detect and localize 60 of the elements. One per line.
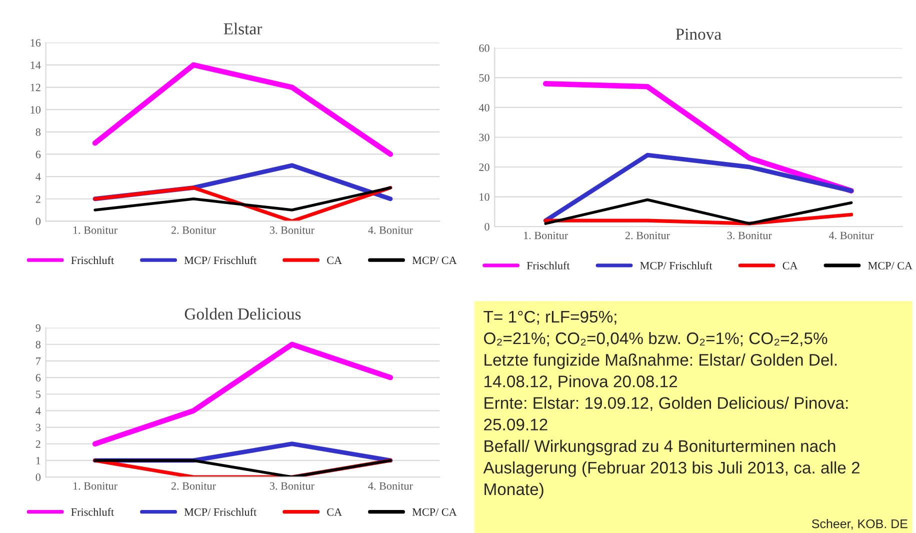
y-tick-label: 1 bbox=[36, 456, 40, 464]
x-tick-label: 4. Bonitur bbox=[828, 232, 874, 240]
y-tick-label: 50 bbox=[479, 74, 490, 82]
chart-title: Golden Delicious bbox=[184, 308, 301, 320]
y-tick-label: 40 bbox=[478, 104, 490, 112]
y-tick-label: 30 bbox=[479, 134, 490, 142]
y-tick-label: 3 bbox=[36, 424, 41, 432]
x-tick-label: 3. Bonitur bbox=[727, 232, 772, 240]
text: Scheer, KOB. DE bbox=[812, 519, 908, 530]
legend-label: CA bbox=[327, 508, 342, 516]
y-tick-label: 9 bbox=[36, 324, 40, 332]
legend-label: Frischluft bbox=[71, 508, 114, 516]
text: Letzte fungizide Maßnahme: Elstar/ Golden Del. 14.08.12, Pinova 20.08.12 bbox=[484, 354, 837, 390]
x-tick-label: 3. Bonitur bbox=[270, 226, 314, 234]
chart-title: Elstar bbox=[224, 22, 262, 34]
y-tick-label: 2 bbox=[36, 195, 40, 203]
y-tick-label: 6 bbox=[36, 150, 41, 158]
y-tick-label: 10 bbox=[480, 193, 490, 201]
y-tick-label: 7 bbox=[36, 358, 41, 365]
legend-label: CA bbox=[782, 262, 798, 270]
legend-label: MCP/ CA bbox=[868, 262, 912, 270]
y-tick-label: 16 bbox=[30, 39, 41, 47]
legend-label: MCP/ CA bbox=[412, 508, 457, 516]
y-tick-label: 20 bbox=[479, 163, 490, 171]
x-tick-label: 2. Bonitur bbox=[171, 226, 216, 234]
text: O₂=21%; CO₂=0,04% bzw. O₂=1%; CO₂=2,5% bbox=[484, 332, 828, 346]
y-tick-label: 60 bbox=[479, 44, 490, 52]
y-tick-label: 0 bbox=[36, 474, 41, 481]
legend-label: MCP/ Frischluft bbox=[184, 508, 257, 516]
legend-label: MCP/ Frischluft bbox=[184, 256, 257, 264]
legend-label: CA bbox=[327, 256, 342, 264]
y-tick-label: 10 bbox=[30, 106, 41, 114]
x-tick-label: 2. Bonitur bbox=[171, 482, 216, 490]
y-tick-label: 14 bbox=[30, 61, 41, 69]
y-tick-label: 12 bbox=[30, 84, 40, 92]
y-tick-label: 8 bbox=[36, 340, 41, 348]
x-tick-label: 1. Bonitur bbox=[524, 232, 568, 240]
legend-label: Frischluft bbox=[71, 256, 114, 264]
text: Ernte: Elstar: 19.09.12, Golden Delicious/ Pinova: 25.09.12 bbox=[484, 396, 848, 430]
x-tick-label: 4. Bonitur bbox=[368, 226, 413, 234]
legend-label: Frischluft bbox=[526, 261, 570, 270]
text: T= 1°C; rLF=95%; bbox=[484, 310, 616, 325]
line-series bbox=[543, 152, 854, 223]
legend-label: MCP/ CA bbox=[412, 256, 457, 264]
chart-title: Pinova bbox=[676, 28, 722, 40]
y-tick-label: 2 bbox=[36, 440, 40, 448]
text: Befall/ Wirkungsgrad zu 4 Boniturterminen nach Auslagerung (Februar 2013 bis Juli 2013, ca. alle 2 Monate) bbox=[483, 440, 860, 498]
y-tick-label: 4 bbox=[36, 173, 41, 180]
y-tick-label: 8 bbox=[36, 128, 41, 136]
x-tick-label: 1. Bonitur bbox=[73, 226, 118, 234]
x-tick-label: 1. Bonitur bbox=[73, 482, 118, 490]
x-tick-label: 2. Bonitur bbox=[625, 232, 670, 240]
y-tick-label: 4 bbox=[36, 407, 41, 415]
y-tick-label: 6 bbox=[36, 374, 41, 382]
legend-label: MCP/ Frischluft bbox=[640, 261, 712, 270]
x-tick-label: 3. Bonitur bbox=[270, 482, 314, 490]
y-tick-label: 0 bbox=[36, 218, 41, 226]
x-tick-label: 4. Bonitur bbox=[368, 482, 413, 490]
y-tick-label: 5 bbox=[36, 390, 41, 398]
y-tick-label: 0 bbox=[484, 222, 490, 230]
